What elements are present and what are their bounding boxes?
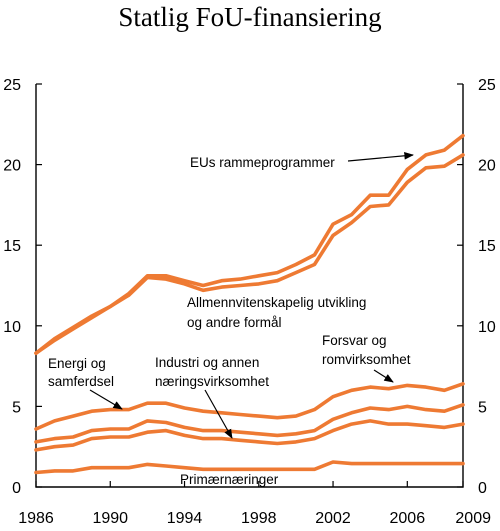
series-line-3: [34, 382, 465, 431]
annotation-arrow: [89, 389, 123, 410]
x-tick-label: 1986: [18, 510, 54, 527]
y-tick-label-left: 20: [3, 158, 21, 175]
y-tick-label-right: 20: [478, 158, 496, 175]
y-tick-label-left: 15: [3, 238, 21, 255]
axes: 0 0 5 5 10 10 15 15 20 20 25 25 1986 1990 1994 1998 2002…: [3, 77, 496, 527]
x-tick-label: 1990: [92, 510, 128, 527]
annotations: EUs rammeprogrammer Allmennvitenskapelig …: [48, 151, 414, 487]
annotation-label: og andre formål: [187, 315, 282, 330]
annotation-label: EUs rammeprogrammer: [190, 155, 335, 170]
y-tick-label-left: 0: [12, 480, 21, 497]
annotation-label: Forsvar og: [322, 333, 387, 348]
x-tick-label: 2006: [390, 510, 426, 527]
series-line-0: [34, 460, 465, 475]
series-layer: [34, 133, 465, 475]
y-tick-label-right: 15: [478, 238, 496, 255]
annotation-arrow: [347, 151, 414, 162]
annotation-label: samferdsel: [48, 374, 114, 389]
y-tick-label-right: 5: [478, 399, 487, 416]
y-tick-label-right: 25: [478, 77, 496, 94]
annotation-arrow: [204, 389, 233, 439]
series-line-2: [34, 403, 465, 444]
annotation-label: Allmennvitenskapelig utvikling: [187, 295, 366, 310]
y-tick-label-left: 5: [12, 399, 21, 416]
axis-frame: [35, 84, 464, 488]
annotation-label: Industri og annen: [155, 355, 259, 370]
annotation-label: Energi og: [48, 356, 106, 371]
chart-title: Statlig FoU-finansiering: [118, 2, 381, 32]
x-tick-label: 1998: [241, 510, 277, 527]
series-line-5: [34, 133, 465, 355]
annotation-label: romvirksomhet: [322, 352, 411, 367]
series-line-1: [34, 419, 465, 452]
y-tick-label-left: 25: [3, 77, 21, 94]
y-tick-label-left: 10: [3, 319, 21, 336]
x-tick-label: 2009: [455, 510, 491, 527]
annotation-label: Primærnæringer: [180, 472, 279, 487]
annotation-arrow: [373, 369, 394, 383]
x-tick-label: 2002: [315, 510, 351, 527]
y-tick-label-right: 0: [478, 480, 487, 497]
x-tick-label: 1994: [167, 510, 203, 527]
y-tick-label-right: 10: [478, 319, 496, 336]
annotation-label: næringsvirksomhet: [155, 374, 269, 389]
